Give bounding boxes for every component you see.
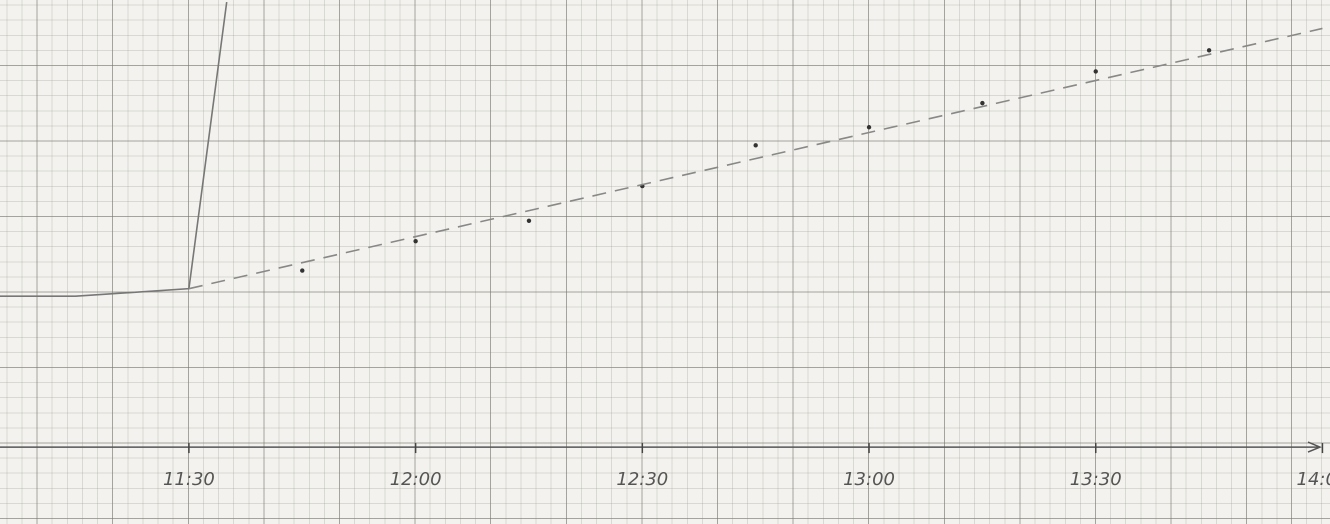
data-point — [1093, 69, 1098, 74]
x-tick-label: 12:30 — [616, 469, 668, 490]
x-tick-label: 13:00 — [843, 469, 895, 490]
x-tick-label: 13:30 — [1070, 469, 1122, 490]
x-tick-label: 14:00 — [1297, 469, 1330, 490]
data-point — [753, 143, 758, 148]
x-tick-label: 11:30 — [163, 469, 215, 490]
data-point — [526, 218, 532, 223]
data-point — [1206, 48, 1212, 53]
data-line — [0, 1, 228, 298]
axis-arrow — [1307, 441, 1322, 453]
data-point — [866, 125, 872, 130]
x-tick-label: 12:00 — [390, 469, 442, 490]
data-point — [413, 238, 418, 244]
data-point — [980, 100, 985, 106]
data-point — [300, 268, 305, 273]
data-line — [188, 27, 1323, 290]
